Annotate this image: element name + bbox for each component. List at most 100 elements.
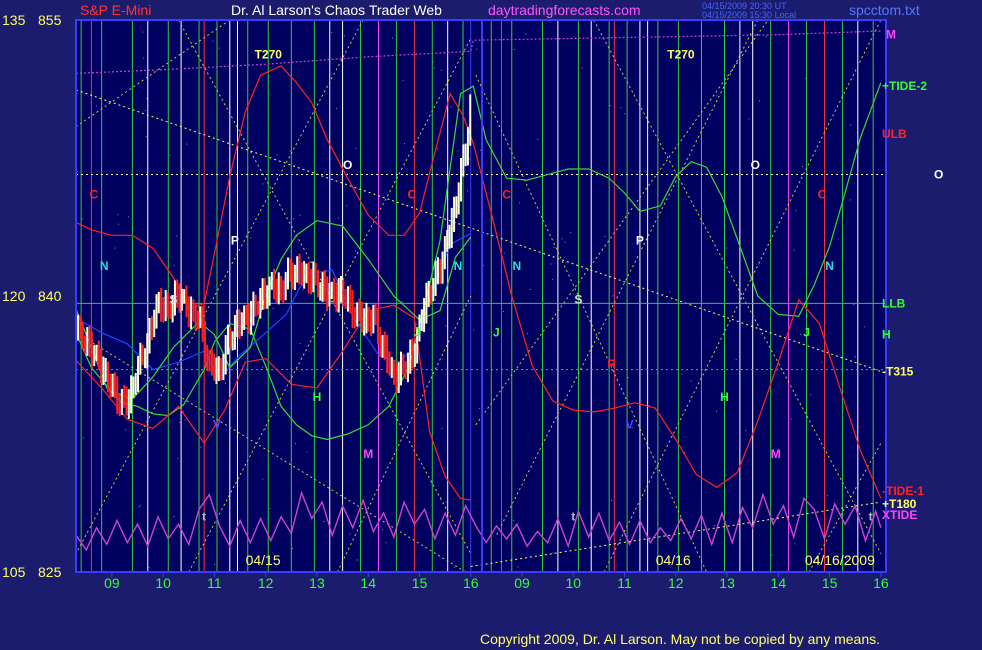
series-line xyxy=(75,65,882,499)
cycle-vertical-lines xyxy=(80,20,874,572)
time-stamp-ut: 04/15/2009 20:30 UT xyxy=(702,1,787,11)
star-dot xyxy=(552,552,554,554)
star-dot xyxy=(503,252,505,254)
date-label: 04/15 xyxy=(246,552,281,568)
x-tick-label: 15 xyxy=(412,575,428,591)
star-dot xyxy=(212,40,214,42)
star-dot xyxy=(302,289,304,291)
star-dot xyxy=(821,361,823,363)
star-dot xyxy=(382,529,383,531)
chart-annotation: H xyxy=(313,390,322,404)
star-dot xyxy=(473,329,475,331)
star-dot xyxy=(748,118,750,120)
star-dot xyxy=(117,214,119,216)
star-dot xyxy=(624,113,626,115)
chart-annotation: R xyxy=(607,357,616,371)
side-label: M xyxy=(886,28,896,42)
y-axis-label-left: 120 xyxy=(2,288,26,304)
star-dot xyxy=(526,333,528,335)
star-dot xyxy=(404,143,405,145)
chart-symbol: S&P E-Mini xyxy=(80,2,152,18)
x-tick-label: 16 xyxy=(873,575,889,591)
star-dot xyxy=(401,301,403,303)
series-line xyxy=(75,30,881,74)
star-dot xyxy=(805,77,807,79)
star-dot xyxy=(125,429,127,431)
axes: 135 855 120 840 105 825 09 10 11 12 13 14 15 16 09 10 11… xyxy=(2,12,889,591)
chart-annotation: J xyxy=(493,325,500,339)
angle-line xyxy=(75,19,364,554)
chart-annotation: P xyxy=(636,233,644,247)
star-dot xyxy=(513,520,515,522)
star-dot xyxy=(620,107,622,109)
star-dot xyxy=(82,437,84,439)
star-dot xyxy=(415,323,417,325)
star-dot xyxy=(627,377,629,379)
star-dot xyxy=(186,143,188,145)
star-dot xyxy=(735,359,737,361)
star-dot xyxy=(323,521,325,522)
star-dot xyxy=(604,236,606,238)
side-label: -T315 xyxy=(882,364,914,378)
star-dot xyxy=(553,246,555,248)
star-dot xyxy=(200,446,202,448)
angle-line xyxy=(337,295,472,573)
angle-line xyxy=(75,89,882,372)
star-dot xyxy=(169,154,171,156)
star-dot xyxy=(795,210,797,212)
star-dot xyxy=(681,373,683,375)
star-dot xyxy=(437,148,438,150)
star-dot xyxy=(467,190,469,192)
x-tick-label: 14 xyxy=(360,575,376,591)
x-tick-label: 14 xyxy=(771,575,787,591)
y-axis-label-left: 135 xyxy=(2,12,26,28)
star-dot xyxy=(440,496,442,498)
star-dot xyxy=(450,106,452,108)
x-tick-label: 13 xyxy=(719,575,735,591)
side-label: -TIDE-1 xyxy=(882,484,924,498)
star-dot xyxy=(225,383,226,384)
star-dot xyxy=(435,299,436,301)
chart-annotation: O xyxy=(343,158,352,172)
chart-annotation: J xyxy=(803,325,810,339)
star-dot xyxy=(293,218,294,220)
star-dot xyxy=(529,289,531,290)
star-dot xyxy=(519,202,521,204)
star-dot xyxy=(853,304,855,305)
y-axis-label-left: 105 xyxy=(2,564,26,580)
chart-annotation: t xyxy=(571,509,575,523)
star-dot xyxy=(479,149,481,151)
star-dot xyxy=(631,427,633,428)
star-dot xyxy=(517,566,519,568)
star-dot xyxy=(138,506,140,508)
star-dot xyxy=(800,333,802,335)
star-dot xyxy=(295,443,296,445)
star-dot xyxy=(306,451,308,453)
chart-annotation: N xyxy=(825,259,834,273)
star-dot xyxy=(349,533,351,535)
star-dot xyxy=(262,478,264,480)
chart-annotation: t xyxy=(202,509,206,523)
star-dot xyxy=(771,554,773,556)
star-dot xyxy=(179,422,181,424)
star-dot xyxy=(95,105,97,107)
star-dot xyxy=(145,136,147,138)
series-line xyxy=(75,82,882,441)
copyright-notice: Copyright 2009, Dr. Al Larson. May not b… xyxy=(480,631,881,647)
x-tick-label: 16 xyxy=(463,575,479,591)
star-dot xyxy=(262,183,264,185)
star-dot xyxy=(184,419,186,421)
star-dot xyxy=(648,405,650,407)
star-dot xyxy=(391,37,393,39)
chart-annotation: C xyxy=(407,187,416,201)
price-bars xyxy=(77,94,472,420)
star-dot xyxy=(173,516,175,518)
chart-annotation: T270 xyxy=(255,48,283,62)
star-dot xyxy=(482,265,484,267)
star-dot xyxy=(537,138,539,140)
star-dot xyxy=(759,100,760,102)
chart-annotation: C xyxy=(818,187,827,201)
star-dot xyxy=(479,407,481,409)
star-dot xyxy=(454,566,456,568)
